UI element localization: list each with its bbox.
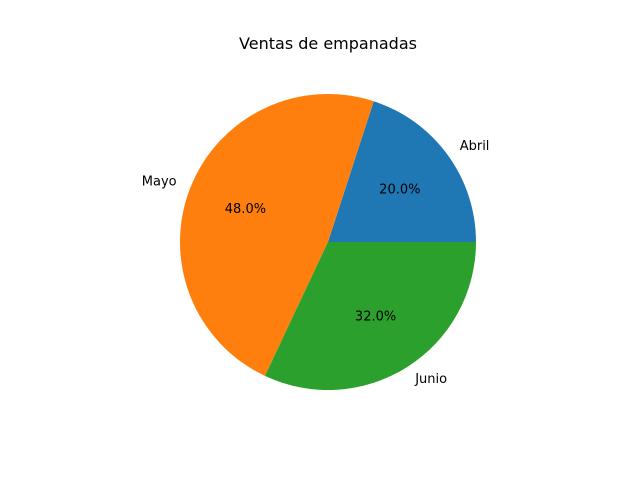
slice-label-junio: Junio <box>414 372 447 387</box>
slice-label-abril: Abril <box>460 139 490 154</box>
percent-label-junio: 32.0% <box>355 309 396 324</box>
percent-label-mayo: 48.0% <box>225 202 266 217</box>
pie-slice-abril <box>328 101 476 242</box>
pie-slice-junio <box>264 242 476 390</box>
slice-label-mayo: Mayo <box>142 175 177 190</box>
chart-title: Ventas de empanadas <box>239 34 417 53</box>
pie-labels: Abril 20.0% Mayo 48.0% Junio 32.0% <box>142 139 490 387</box>
percent-label-abril: 20.0% <box>379 182 420 197</box>
pie-slices <box>179 93 476 390</box>
pie-slice-mayo <box>179 93 374 376</box>
